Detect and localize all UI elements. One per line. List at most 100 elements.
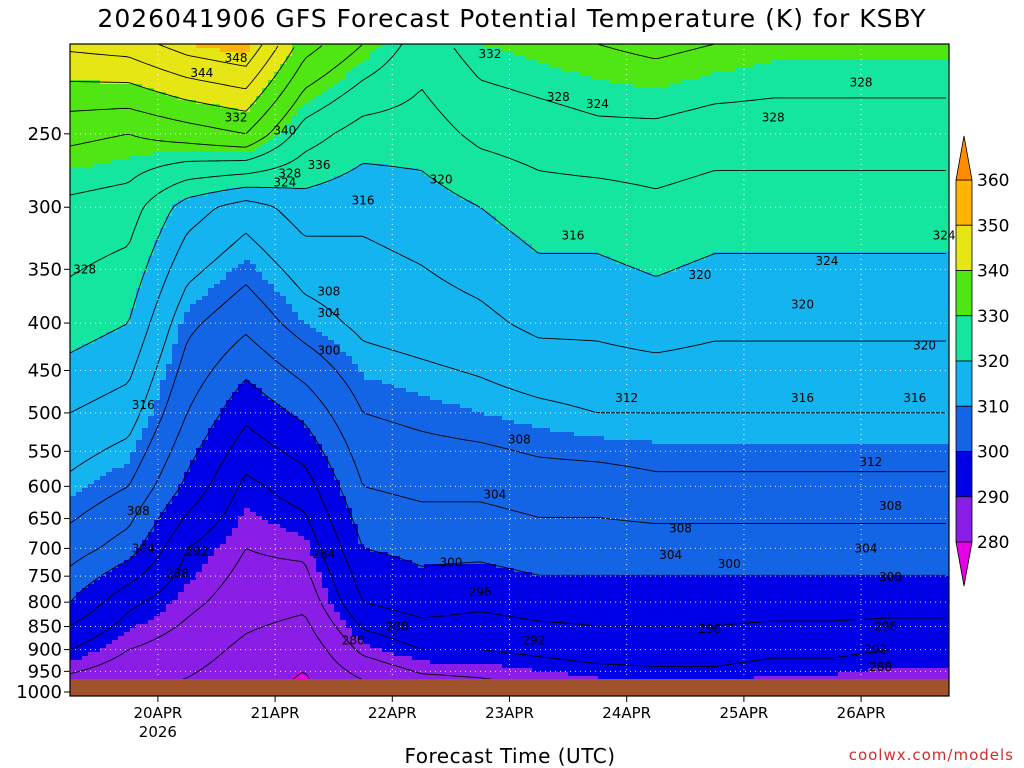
field-cell: [154, 240, 161, 401]
field-cell: [178, 200, 185, 325]
field-cell: [940, 444, 947, 577]
contour-label: 284: [312, 547, 335, 561]
field-cell: [604, 44, 611, 81]
field-cell: [904, 60, 911, 253]
field-cell: [334, 44, 341, 85]
field-cell: [94, 44, 101, 81]
colorbar-arrow-bottom: [955, 541, 973, 587]
field-cell: [856, 60, 863, 253]
field-cell: [232, 392, 239, 529]
contour-label: 328: [73, 262, 96, 276]
field-cell: [94, 164, 101, 341]
field-cell: [502, 52, 509, 229]
field-cell: [466, 408, 473, 565]
field-cell: [154, 616, 161, 696]
field-cell: [88, 344, 95, 485]
field-cell: [748, 252, 755, 445]
contour-label: 308: [127, 504, 150, 518]
field-cell: [664, 444, 671, 577]
field-cell: [724, 44, 731, 73]
field-cell: [166, 504, 173, 605]
contour-line: [70, 284, 946, 524]
field-cell: [688, 44, 695, 81]
field-cell: [706, 44, 713, 77]
field-cell: [610, 260, 617, 441]
field-cell: [346, 356, 353, 509]
colorbar-label: 300: [977, 443, 1009, 463]
field-cell: [250, 264, 257, 385]
field-cell: [508, 420, 515, 569]
contour-label: 304: [483, 487, 506, 501]
field-cell: [682, 444, 689, 577]
field-cell: [484, 212, 491, 417]
field-cell: [184, 312, 191, 473]
field-cell: [652, 276, 659, 445]
field-cell: [586, 252, 593, 437]
colorbar-swatch: [955, 315, 973, 362]
field-cell: [274, 44, 281, 73]
field-cell: [628, 84, 635, 269]
field-cell: [850, 444, 857, 577]
field-cell: [100, 576, 107, 649]
field-cell: [166, 216, 173, 365]
field-cell: [334, 480, 341, 613]
field-cell: [202, 48, 209, 105]
field-cell: [298, 108, 305, 189]
field-cell: [736, 576, 743, 681]
field-cell: [622, 576, 629, 681]
field-cell: [130, 556, 137, 629]
field-cell: [514, 56, 521, 237]
field-cell: [880, 576, 887, 669]
field-cell: [370, 164, 377, 381]
x-axis-label: Forecast Time (UTC): [404, 744, 616, 768]
field-cell: [442, 564, 449, 665]
y-tick-label: 850: [28, 617, 62, 638]
field-cell: [250, 512, 257, 696]
field-cell: [178, 592, 185, 696]
field-cell: [868, 444, 875, 577]
field-cell: [160, 228, 167, 381]
field-cell: [742, 252, 749, 445]
field-cell: [496, 44, 503, 49]
field-cell: [196, 104, 203, 153]
field-cell: [262, 520, 269, 696]
field-cell: [838, 576, 845, 673]
field-cell: [460, 408, 467, 565]
field-cell: [574, 252, 581, 437]
field-cell: [178, 324, 185, 485]
field-cell: [892, 60, 899, 253]
field-cell: [754, 576, 761, 677]
field-cell: [94, 652, 101, 696]
field-cell: [352, 636, 359, 696]
field-cell: [208, 44, 215, 49]
field-cell: [388, 556, 395, 653]
field-cell: [856, 44, 863, 61]
field-cell: [112, 44, 119, 85]
field-cell: [274, 136, 281, 189]
field-cell: [520, 424, 527, 573]
contour-label: 300: [439, 556, 462, 570]
field-cell: [106, 164, 113, 333]
field-cell: [262, 88, 269, 145]
contour-line: [70, 473, 946, 667]
field-cell: [76, 660, 83, 696]
field-cell: [244, 380, 251, 509]
field-cell: [736, 252, 743, 445]
field-cell: [898, 576, 905, 669]
field-cell: [886, 252, 893, 445]
colorbar-label: 330: [977, 307, 1009, 327]
field-cell: [430, 564, 437, 665]
field-cell: [550, 44, 557, 69]
field-cell: [70, 352, 77, 497]
field-cell: [772, 444, 779, 577]
field-cell: [376, 48, 383, 165]
field-cell: [928, 252, 935, 445]
field-cell: [820, 252, 827, 445]
field-cell: [196, 300, 203, 449]
field-cell: [142, 272, 149, 429]
field-cell: [76, 592, 83, 661]
field-cell: [370, 648, 377, 696]
field-cell: [376, 380, 383, 553]
field-cell: [118, 468, 125, 565]
field-cell: [376, 44, 383, 49]
